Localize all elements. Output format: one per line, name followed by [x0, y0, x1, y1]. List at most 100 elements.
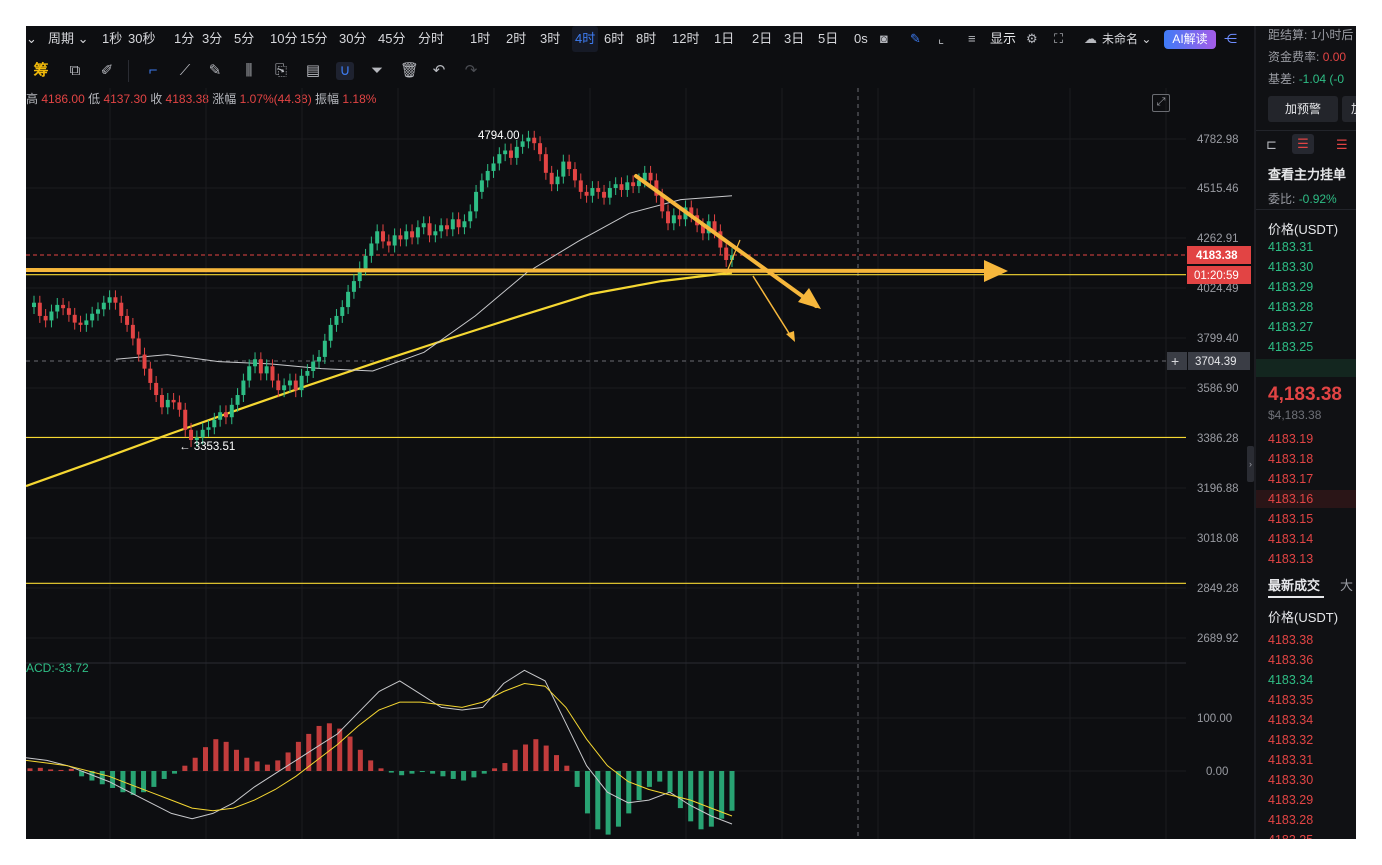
interval-19[interactable]: 3日 — [784, 31, 805, 46]
interval-20[interactable]: 5日 — [818, 31, 839, 46]
display-button[interactable]: 显示 — [990, 31, 1017, 46]
ask-price-row[interactable]: 4183.13 — [1268, 552, 1314, 566]
trend-line-icon[interactable]: ⌐ — [148, 62, 158, 79]
candle — [299, 375, 304, 391]
layout-name-dropdown[interactable]: 未命名 ⌄ — [1102, 32, 1152, 46]
macd-bar — [172, 771, 178, 774]
doc-icon[interactable]: ⎘ — [274, 62, 287, 79]
trade-price-row[interactable]: 4183.36 — [1268, 653, 1314, 667]
interval-18[interactable]: 2日 — [752, 31, 773, 46]
trade-price-row[interactable]: 4183.34 — [1268, 713, 1314, 727]
layout-icon[interactable]: ⧉ — [69, 62, 81, 79]
filter-icon[interactable]: ⏷ — [370, 62, 383, 79]
pencil-icon[interactable]: ✎ — [208, 62, 222, 79]
candle — [37, 302, 42, 316]
panel-collapse-handle[interactable]: › — [1247, 446, 1254, 482]
ask-price-row[interactable]: 4183.18 — [1268, 452, 1314, 466]
expand-icon[interactable]: ⤢ — [1152, 94, 1170, 112]
bar-pattern-icon[interactable]: ⫼ — [245, 62, 253, 79]
bid-price-row[interactable]: 4183.28 — [1268, 300, 1314, 314]
camera-icon[interactable]: ◙ — [880, 31, 888, 46]
trade-price-row[interactable]: 4183.30 — [1268, 773, 1314, 787]
trash-icon[interactable]: 🗑 — [400, 62, 420, 79]
interval-12[interactable]: 3时 — [540, 31, 561, 46]
interval-17[interactable]: 1日 — [714, 31, 735, 46]
interval-3[interactable]: 3分 — [202, 31, 223, 46]
interval-15[interactable]: 8时 — [636, 31, 657, 46]
trade-price-row[interactable]: 4183.32 — [1268, 733, 1314, 747]
chip-distribution-button[interactable]: 筹 — [33, 62, 49, 79]
interval-13[interactable]: 4时 — [572, 26, 599, 52]
candle — [90, 313, 95, 321]
interval-16[interactable]: 12时 — [672, 31, 700, 46]
indicator-list-icon[interactable]: ≡ — [968, 31, 976, 46]
settle-label: 距结算: — [1268, 28, 1308, 42]
candle — [363, 255, 368, 269]
interval-7[interactable]: 30分 — [339, 31, 367, 46]
trades-tab-2[interactable]: 大 — [1340, 578, 1354, 593]
ask-price-row[interactable]: 4183.17 — [1268, 472, 1314, 486]
fullscreen-icon[interactable]: ⛶ — [1054, 31, 1064, 46]
interval-1[interactable]: 30秒 — [128, 31, 156, 46]
trade-price-row[interactable]: 4183.28 — [1268, 813, 1314, 827]
share-icon[interactable]: ⋲ — [1224, 31, 1237, 46]
corner-select-icon[interactable]: ⌞ — [938, 31, 945, 46]
panel-divider[interactable] — [1254, 26, 1256, 839]
trade-price-row[interactable]: 4183.25 — [1268, 833, 1313, 839]
interval-6[interactable]: 15分 — [300, 31, 328, 46]
candle — [654, 180, 659, 196]
mainforce-link[interactable]: 查看主力挂单 — [1268, 167, 1347, 182]
interval-0[interactable]: 1秒 — [102, 31, 123, 46]
bid-price-row[interactable]: 4183.25 — [1268, 340, 1314, 354]
interval-11[interactable]: 2时 — [506, 31, 527, 46]
ask-price-row[interactable]: 4183.19 — [1268, 432, 1314, 446]
undo-icon[interactable]: ↶ — [432, 62, 446, 79]
ai-interpret-button[interactable]: AI解读 — [1164, 30, 1216, 49]
bid-price-row[interactable]: 4183.31 — [1268, 240, 1314, 254]
trades-tab[interactable]: 最新成交 — [1268, 578, 1321, 593]
ask-price-row[interactable]: 4183.16 — [1268, 492, 1314, 506]
magnet-icon[interactable]: ∪ — [336, 62, 354, 80]
ruler-pen-icon[interactable]: ✐ — [100, 62, 114, 79]
book-mode-icon[interactable]: ⊏ — [1266, 137, 1277, 152]
measure-icon[interactable]: ⟋ — [179, 62, 191, 79]
note-icon[interactable]: ▤ — [305, 62, 321, 79]
add-alert-button[interactable]: 加预警 — [1268, 96, 1338, 122]
trade-price-row[interactable]: 4183.34 — [1268, 673, 1314, 687]
candle — [619, 184, 624, 190]
add-button-2[interactable]: 加 — [1342, 96, 1356, 122]
trade-price-row[interactable]: 4183.31 — [1268, 753, 1314, 767]
macd-bar — [182, 765, 188, 771]
interval-14[interactable]: 6时 — [604, 31, 625, 46]
redo-icon[interactable]: ↷ — [464, 62, 478, 79]
interval-8[interactable]: 45分 — [378, 31, 406, 46]
draw-pen-icon[interactable]: ✎ — [910, 31, 921, 46]
menu-edge-icon[interactable]: ⌄ — [26, 31, 37, 46]
interval-10[interactable]: 1时 — [470, 31, 491, 46]
add-level-button[interactable] — [1167, 352, 1187, 370]
interval-5[interactable]: 10分 — [270, 31, 298, 46]
interval-9[interactable]: 分时 — [418, 31, 445, 46]
horizontal-arrow[interactable] — [26, 268, 992, 273]
cloud-icon[interactable]: ☁ — [1084, 31, 1097, 46]
settings-gear-icon[interactable]: ⚙ — [1026, 31, 1038, 46]
macd-bar — [399, 771, 405, 776]
bid-price-row[interactable]: 4183.30 — [1268, 260, 1314, 274]
thin-down-arrow[interactable] — [752, 275, 793, 339]
book-sell-icon[interactable]: ☰ — [1336, 137, 1348, 152]
interval-2[interactable]: 1分 — [174, 31, 195, 46]
bid-price-row[interactable]: 4183.27 — [1268, 320, 1314, 334]
down-trend-arrow[interactable] — [634, 174, 818, 308]
bid-price-row[interactable]: 4183.29 — [1268, 280, 1314, 294]
trade-price-row[interactable]: 4183.29 — [1268, 793, 1314, 807]
price-chart[interactable]: 4794.00 ← 3353.51 ACD:-33.72 4782.98 4515.… — [26, 26, 1254, 839]
candle — [526, 137, 531, 142]
trade-price-row[interactable]: 4183.38 — [1268, 633, 1314, 647]
ask-price-row[interactable]: 4183.15 — [1268, 512, 1314, 526]
trade-price-row[interactable]: 4183.35 — [1268, 693, 1314, 707]
interval-4[interactable]: 5分 — [234, 31, 255, 46]
bid-highlight — [1256, 359, 1356, 377]
ask-price-row[interactable]: 4183.14 — [1268, 532, 1314, 546]
period-dropdown[interactable]: 周期 ⌄ — [48, 31, 89, 46]
book-both-icon[interactable]: ☰ — [1292, 134, 1314, 154]
